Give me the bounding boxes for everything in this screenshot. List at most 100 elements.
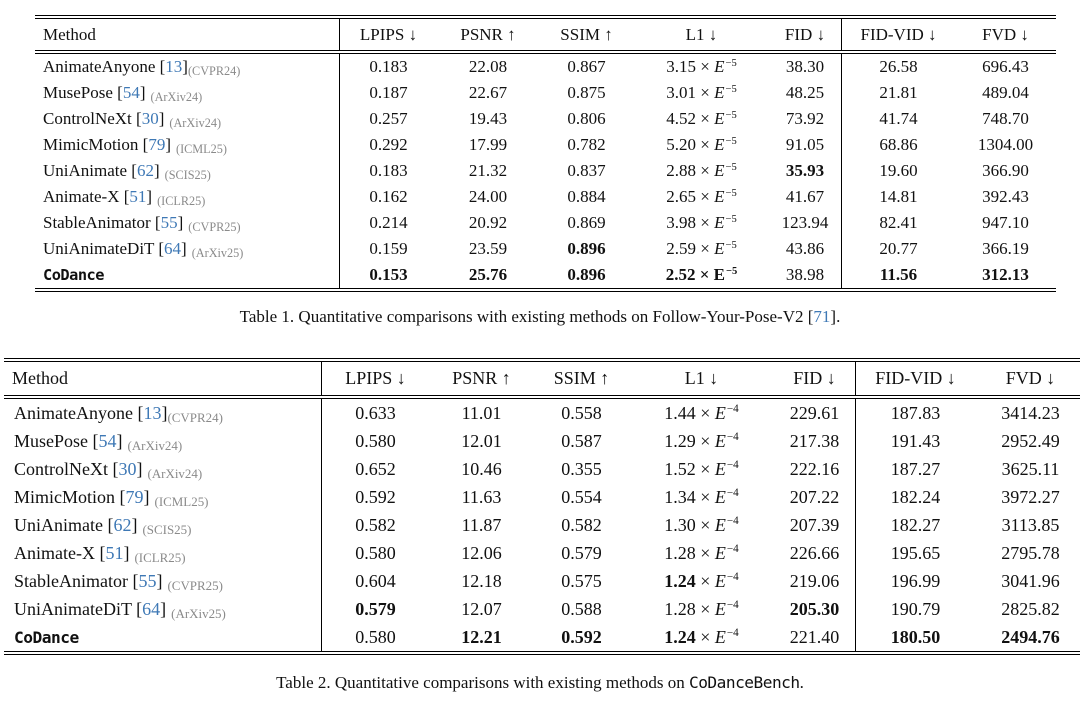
method-name: UniAnimate — [43, 161, 128, 180]
citation-link[interactable]: 79 — [125, 486, 144, 507]
citation-link[interactable]: 30 — [141, 109, 159, 128]
venue-label: (ArXiv25) — [171, 605, 226, 621]
metric-value: 947.10 — [982, 213, 1029, 232]
citation: [79] — [115, 486, 150, 507]
citation-link[interactable]: 62 — [113, 514, 132, 535]
exponent-base: E — [714, 213, 725, 232]
method-name: MusePose — [14, 430, 89, 451]
metric-value: 0.183 — [369, 57, 408, 76]
table-row: ControlNeXt [30] (ArXiv24) 0.257 19.43 0.806… — [35, 106, 1056, 132]
metric-value: 73.92 — [785, 109, 825, 128]
header-row: Method LPIPS ↓ PSNR ↑ SSIM ↑ L1 ↓ FID ↓ FID-VI… — [35, 17, 1056, 54]
citation: [30] — [108, 458, 143, 479]
fvd-cell: 1304.00 — [955, 132, 1056, 158]
citation-link[interactable]: 64 — [142, 598, 161, 619]
exponent: −4 — [726, 487, 739, 500]
psnr-cell: 12.01 — [429, 427, 534, 455]
caption-bracket: ] — [830, 307, 837, 326]
exponent: −4 — [726, 543, 739, 556]
exponent-base: E — [714, 239, 725, 258]
exponent: −4 — [726, 515, 739, 528]
citation: [64] — [154, 239, 187, 258]
metric-value: 82.41 — [879, 213, 918, 232]
fid-cell: 35.93 — [769, 158, 842, 184]
citation-link[interactable]: 79 — [148, 135, 166, 154]
fid-cell: 221.40 — [774, 623, 856, 653]
metric-value: 0.292 — [369, 135, 408, 154]
table-row: AnimateAnyone [13](CVPR24) 0.183 22.08 0.86… — [35, 52, 1056, 80]
metric-value: 123.94 — [781, 213, 829, 232]
metric-value: 221.40 — [789, 626, 840, 647]
citation-link[interactable]: 51 — [129, 187, 147, 206]
exponent-base: E — [714, 514, 726, 535]
metric-value: 11.63 — [461, 486, 502, 507]
metric-value: 2795.78 — [1001, 542, 1060, 563]
fid-cell: 222.16 — [774, 455, 856, 483]
method-name: Animate-X — [43, 187, 120, 206]
citation-link[interactable]: 13 — [165, 57, 183, 76]
metric-value: 11.56 — [879, 265, 918, 284]
venue-label: (ArXiv24) — [150, 90, 203, 104]
table-row: UniAnimate [62] (SCIS25) 0.183 21.32 0.837 2.… — [35, 158, 1056, 184]
citation-link[interactable]: 54 — [122, 83, 140, 102]
fid-cell: 219.06 — [774, 567, 856, 595]
column-header: LPIPS ↓ — [321, 360, 429, 399]
citation-link[interactable]: 13 — [143, 402, 162, 423]
exponent: −4 — [726, 431, 739, 444]
citation-link[interactable]: 30 — [118, 458, 137, 479]
citation-link[interactable]: 51 — [105, 542, 124, 563]
l1-value: 1.44 × E−4 — [664, 402, 739, 423]
lpips-cell: 0.153 — [339, 262, 437, 290]
ssim-cell: 0.355 — [534, 455, 629, 483]
metric-value: 0.869 — [567, 213, 606, 232]
fid-cell: 38.30 — [769, 52, 842, 80]
column-header: L1 ↓ — [629, 360, 774, 399]
l1-cell: 1.30 × E−4 — [629, 511, 774, 539]
metric-value: 0.580 — [355, 542, 396, 563]
l1-mantissa: 2.52 — [665, 265, 696, 284]
metric-value: 0.806 — [567, 109, 606, 128]
fidvid-cell: 14.81 — [841, 184, 955, 210]
metric-value: 196.99 — [890, 570, 941, 591]
citation-link[interactable]: 71 — [813, 307, 831, 326]
citation-link[interactable]: 55 — [160, 213, 178, 232]
metric-value: 68.86 — [879, 135, 918, 154]
exponent-base: E — [714, 83, 725, 102]
method-cell: CoDance — [35, 262, 340, 290]
l1-cell: 4.52 × E−5 — [634, 106, 769, 132]
citation: [54] — [88, 430, 123, 451]
caption-text: Table 1. Quantitative comparisons with e… — [239, 307, 808, 326]
venue-label: (ICLR25) — [134, 549, 186, 565]
psnr-cell: 12.07 — [429, 595, 534, 623]
exponent-base: E — [714, 402, 726, 423]
metric-value: 17.99 — [468, 135, 508, 154]
metric-value: 20.92 — [468, 213, 508, 232]
citation-link[interactable]: 55 — [138, 570, 157, 591]
fid-cell: 38.98 — [769, 262, 842, 290]
metric-value: 0.187 — [369, 83, 408, 102]
metric-value: 12.21 — [461, 626, 502, 647]
method-cell: StableAnimator [55] (CVPR25) — [35, 210, 340, 236]
ssim-cell: 0.579 — [534, 539, 629, 567]
citation-link[interactable]: 64 — [164, 239, 182, 258]
citation: [55] — [127, 570, 163, 591]
method-name: StableAnimator — [43, 213, 151, 232]
metric-value: 0.159 — [369, 239, 408, 258]
l1-value: 4.52 × E−5 — [666, 109, 737, 128]
exponent-base: E — [714, 57, 725, 76]
metric-value: 48.25 — [785, 83, 825, 102]
fid-cell: 43.86 — [769, 236, 842, 262]
metric-value: 38.30 — [785, 57, 825, 76]
fvd-cell: 3625.11 — [975, 455, 1080, 483]
metric-value: 3041.96 — [1001, 570, 1060, 591]
l1-cell: 2.65 × E−5 — [634, 184, 769, 210]
psnr-cell: 25.76 — [437, 262, 539, 290]
psnr-cell: 20.92 — [437, 210, 539, 236]
citation-link[interactable]: 54 — [98, 430, 117, 451]
exponent-base: E — [714, 187, 725, 206]
method-name: ControlNeXt — [43, 109, 132, 128]
citation-link[interactable]: 62 — [136, 161, 154, 180]
lpips-cell: 0.633 — [321, 397, 429, 427]
psnr-cell: 12.21 — [429, 623, 534, 653]
ssim-cell: 0.896 — [539, 262, 634, 290]
